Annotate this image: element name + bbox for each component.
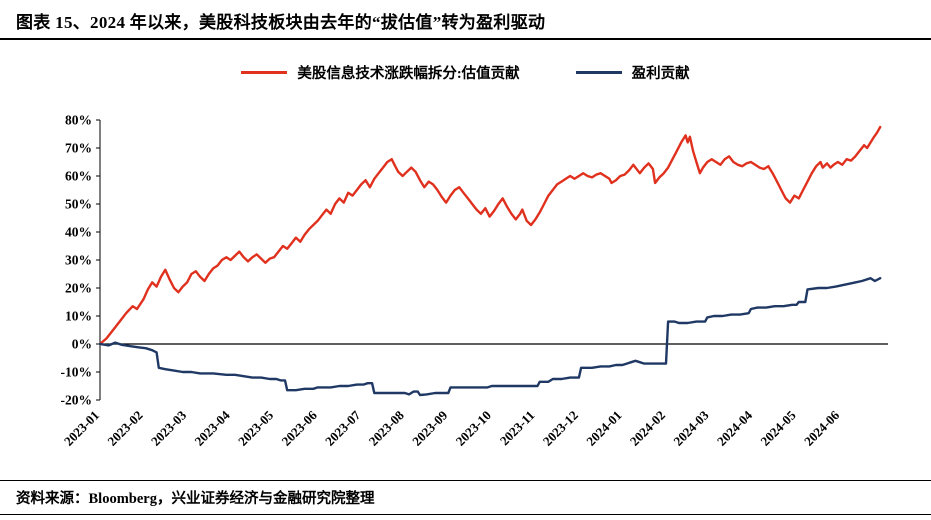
source-note: 资料来源：Bloomberg，兴业证券经济与金融研究院整理 (16, 491, 375, 507)
svg-text:2023-03: 2023-03 (148, 407, 190, 449)
svg-text:30%: 30% (65, 253, 92, 268)
svg-text:2023-09: 2023-09 (409, 407, 451, 449)
svg-text:2023-10: 2023-10 (453, 408, 494, 449)
chart-area: -20% -10% 0% 10% 20% 30% 40% 50% 60% 70% 80% 2023-0… (0, 92, 931, 472)
svg-text:2024-02: 2024-02 (627, 408, 668, 449)
footer-divider-top (0, 480, 931, 481)
legend-swatch-valuation (241, 70, 288, 75)
title-divider (0, 38, 931, 40)
legend-swatch-earnings (575, 70, 622, 75)
legend-item-earnings: 盈利贡献 (575, 62, 690, 83)
svg-text:20%: 20% (65, 281, 92, 296)
svg-text:40%: 40% (65, 225, 92, 240)
chart-legend: 美股信息技术涨跌幅拆分:估值贡献 盈利贡献 (0, 62, 931, 83)
svg-text:2023-12: 2023-12 (540, 408, 581, 449)
svg-text:0%: 0% (72, 337, 92, 352)
svg-text:50%: 50% (65, 197, 92, 212)
svg-text:2023-02: 2023-02 (104, 408, 145, 449)
legend-item-valuation: 美股信息技术涨跌幅拆分:估值贡献 (241, 62, 520, 83)
legend-label-earnings: 盈利贡献 (631, 66, 690, 82)
svg-text:2023-01: 2023-01 (61, 408, 102, 449)
svg-text:-20%: -20% (61, 393, 93, 408)
figure-title: 图表 15、2024 年以来，美股科技板块由去年的“拔估值”转为盈利驱动 (16, 13, 546, 32)
svg-text:2023-06: 2023-06 (279, 407, 321, 449)
svg-text:-10%: -10% (61, 365, 93, 380)
svg-text:70%: 70% (65, 141, 92, 156)
svg-text:2024-03: 2024-03 (670, 407, 712, 449)
svg-text:10%: 10% (65, 309, 92, 324)
svg-text:2024-04: 2024-04 (714, 407, 756, 449)
svg-text:60%: 60% (65, 169, 92, 184)
footer-divider-bottom (0, 514, 931, 515)
svg-text:2023-11: 2023-11 (497, 408, 538, 449)
svg-text:2024-01: 2024-01 (583, 408, 624, 449)
svg-text:2024-05: 2024-05 (757, 407, 799, 449)
line-chart: -20% -10% 0% 10% 20% 30% 40% 50% 60% 70% 80% 2023-0… (61, 113, 888, 449)
svg-text:2023-04: 2023-04 (191, 407, 233, 449)
svg-text:2024-06: 2024-06 (801, 407, 843, 449)
svg-text:2023-08: 2023-08 (366, 407, 408, 449)
svg-text:2023-07: 2023-07 (322, 407, 364, 449)
legend-label-valuation: 美股信息技术涨跌幅拆分:估值贡献 (297, 66, 520, 82)
svg-text:2023-05: 2023-05 (235, 407, 277, 449)
svg-text:80%: 80% (65, 113, 92, 128)
